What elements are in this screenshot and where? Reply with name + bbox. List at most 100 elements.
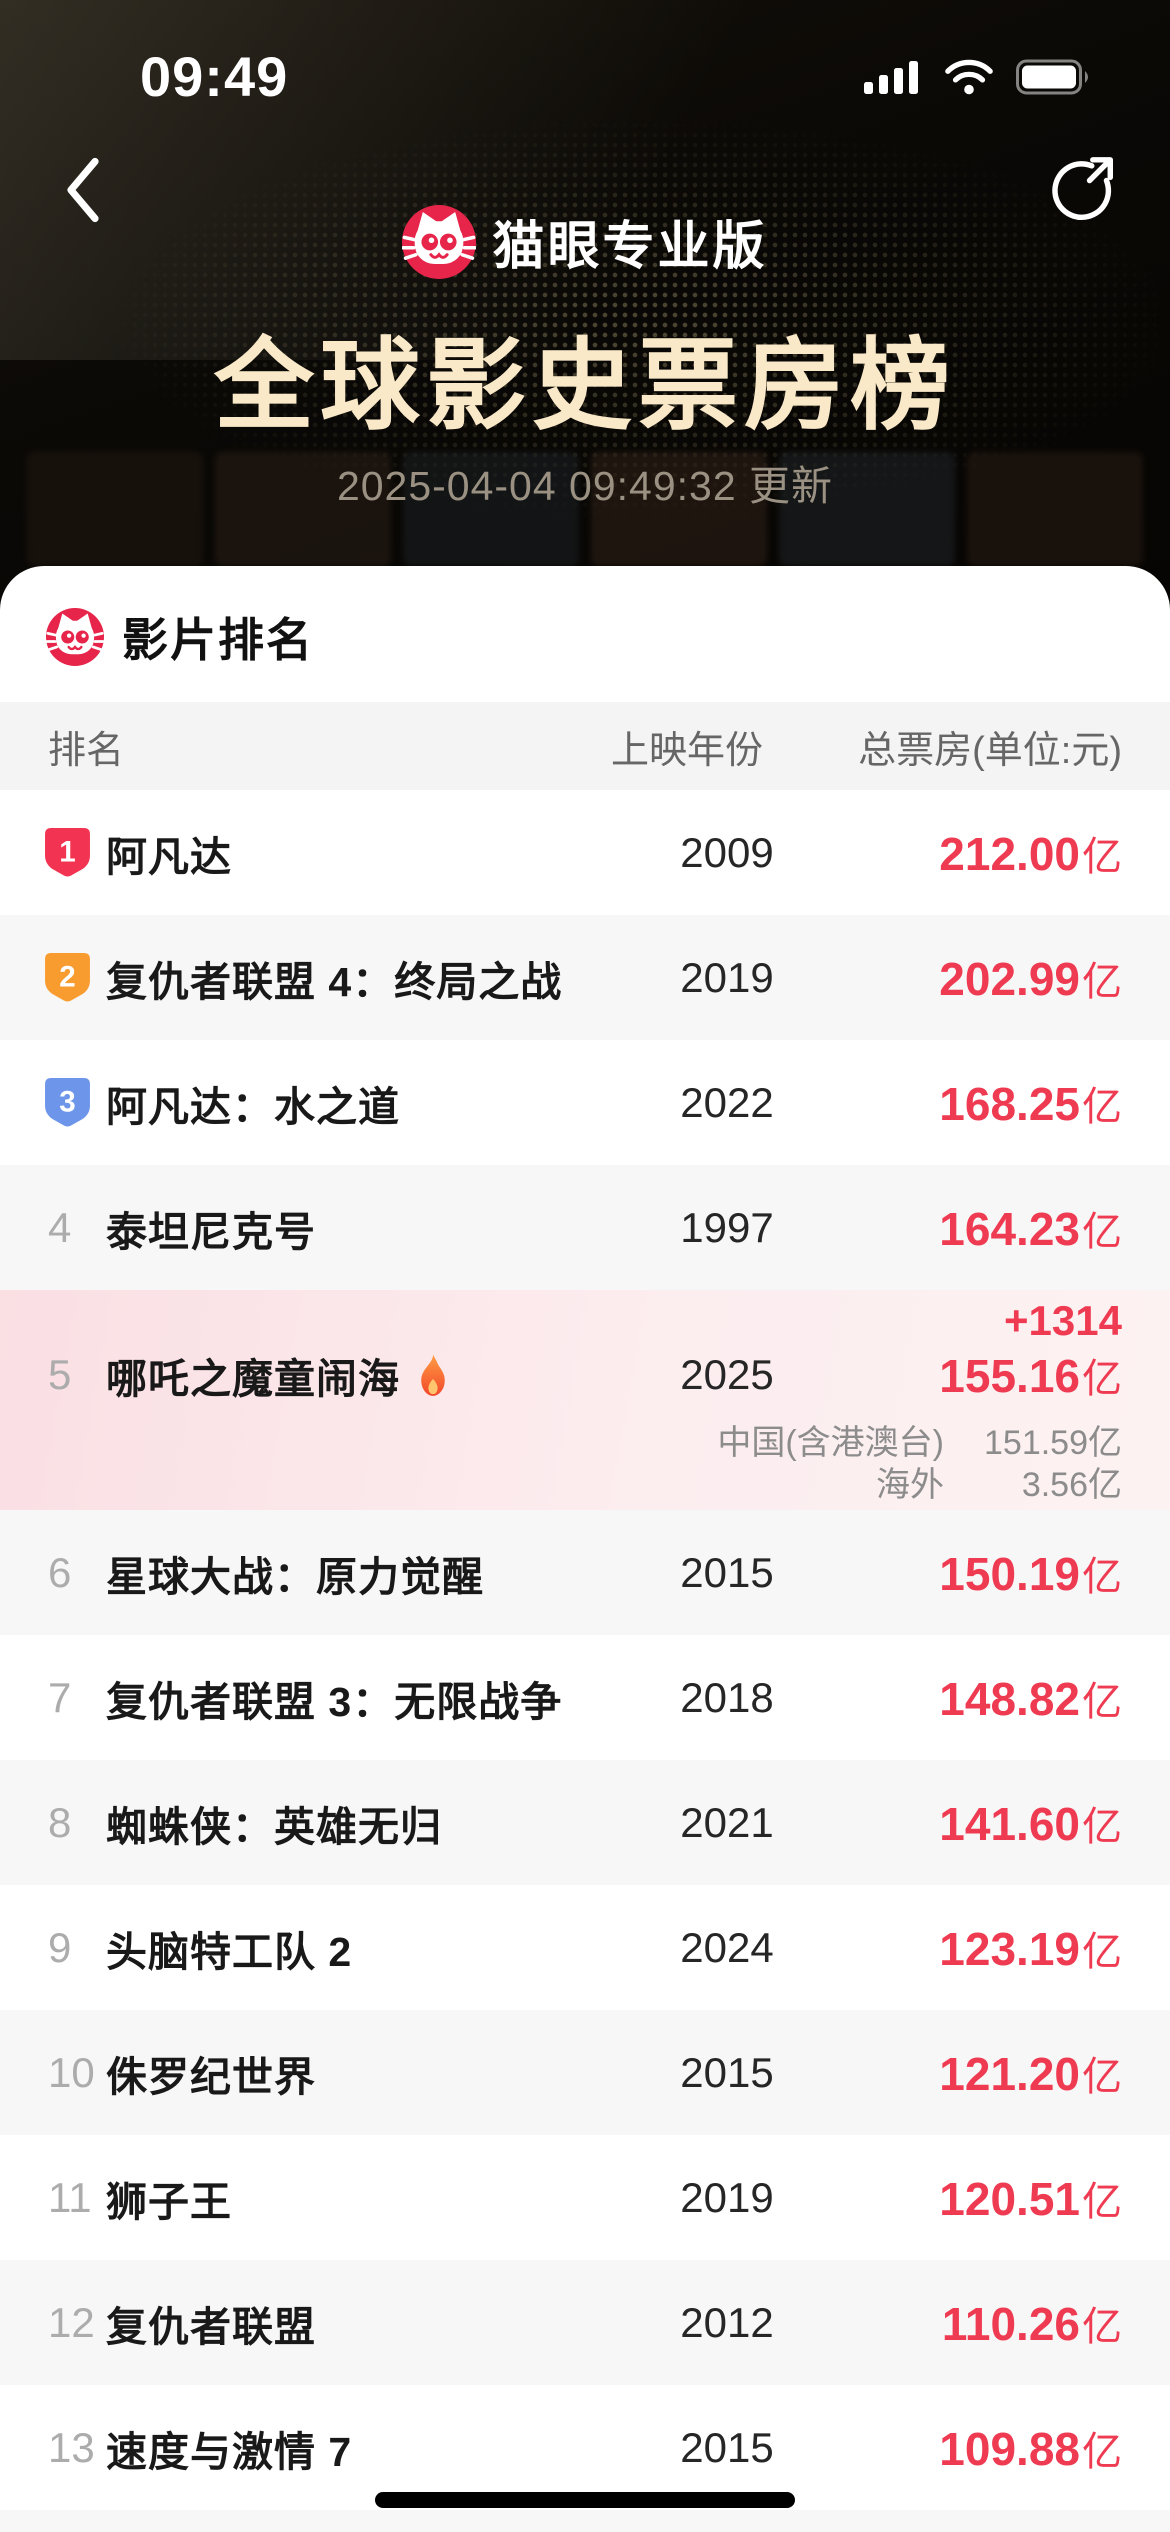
maoyan-cat-icon bbox=[46, 608, 104, 666]
row-main-line: 11 狮子王 2019 120.51亿 bbox=[48, 2167, 1122, 2229]
movie-title: 阿凡达 bbox=[106, 833, 232, 880]
back-button[interactable] bbox=[62, 156, 104, 224]
battery-full-icon bbox=[1016, 59, 1088, 95]
release-year: 2015 bbox=[680, 1548, 774, 1596]
home-indicator[interactable] bbox=[375, 2492, 795, 2508]
rank-cell: 12 bbox=[48, 2299, 106, 2347]
table-row[interactable]: 4 泰坦尼克号 1997 164.23亿 bbox=[0, 1165, 1170, 1290]
table-row[interactable]: 8 蜘蛛侠：英雄无归 2021 141.60亿 bbox=[0, 1760, 1170, 1885]
table-row[interactable]: 9 头脑特工队 2 2024 123.19亿 bbox=[0, 1885, 1170, 2010]
gross-unit: 亿 bbox=[1082, 834, 1122, 879]
table-row[interactable]: 3 阿凡达：水之道 2022 168.25亿 bbox=[0, 1040, 1170, 1165]
gross-cell: 110.26亿 bbox=[822, 2294, 1122, 2352]
rank-number: 7 bbox=[48, 1673, 72, 1721]
release-year: 2015 bbox=[680, 2048, 774, 2096]
rank-cell: 5 bbox=[48, 1351, 106, 1399]
gross-unit: 亿 bbox=[1082, 2054, 1122, 2099]
poster-strip bbox=[0, 452, 1170, 566]
gross-cell: 212.00亿 bbox=[822, 824, 1122, 882]
row-main-line: 5 哪吒之魔童闹海 2025 155.16亿 bbox=[48, 1344, 1122, 1406]
row-main-line: 10 侏罗纪世界 2015 121.20亿 bbox=[48, 2042, 1122, 2104]
app-name: 猫眼专业版 bbox=[492, 218, 768, 276]
title-cell: 狮子王 bbox=[106, 2168, 632, 2228]
header-rank: 排名 bbox=[48, 729, 125, 772]
gross-breakdown: 中国(含港澳台) 151.59亿 海外 3.56亿 bbox=[48, 1418, 1122, 1504]
row-main-line: 6 星球大战：原力觉醒 2015 150.19亿 bbox=[48, 1542, 1122, 1604]
rank-cell: 9 bbox=[48, 1924, 106, 1972]
gross-cell: 120.51亿 bbox=[822, 2169, 1122, 2227]
row-main-line: 7 复仇者联盟 3：无限战争 2018 148.82亿 bbox=[48, 1667, 1122, 1729]
gross-delta: +1314 bbox=[1004, 1297, 1122, 1344]
breakdown-line: 中国(含港澳台) 151.59亿 bbox=[717, 1423, 1122, 1462]
rank-number: 6 bbox=[48, 1548, 72, 1596]
release-year: 2009 bbox=[680, 828, 774, 876]
header-year: 上映年份 bbox=[610, 729, 763, 772]
title-cell: 复仇者联盟 bbox=[106, 2293, 632, 2353]
updated-timestamp: 2025-04-04 09:49:32 更新 bbox=[336, 463, 834, 509]
table-row[interactable]: 10 侏罗纪世界 2015 121.20亿 bbox=[0, 2010, 1170, 2135]
release-year: 2012 bbox=[680, 2298, 774, 2346]
gross-unit: 亿 bbox=[1082, 1209, 1122, 1254]
row-main-line: 8 蜘蛛侠：英雄无归 2021 141.60亿 bbox=[48, 1792, 1122, 1854]
rank-cell: 3 bbox=[45, 1078, 106, 1127]
table-row[interactable]: 12 复仇者联盟 2012 110.26亿 bbox=[0, 2260, 1170, 2385]
release-year: 2021 bbox=[680, 1798, 774, 1846]
rank-number: 12 bbox=[48, 2298, 95, 2346]
gross-value: 121.20 bbox=[939, 2047, 1080, 2100]
row-main-line: 13 速度与激情 7 2015 109.88亿 bbox=[48, 2417, 1122, 2479]
movie-title: 星球大战：原力觉醒 bbox=[106, 1553, 484, 1600]
hero-banner: 09:49 猫眼专业版 全球影史票房榜 2025-04-04 09 bbox=[0, 0, 1170, 600]
rank-badge-icon: 1 bbox=[45, 828, 90, 877]
gross-unit: 亿 bbox=[1082, 1554, 1122, 1599]
title-cell: 复仇者联盟 3：无限战争 bbox=[106, 1668, 632, 1728]
gross-cell: 123.19亿 bbox=[822, 1919, 1122, 1977]
table-row[interactable]: 13 速度与激情 7 2015 109.88亿 bbox=[0, 2385, 1170, 2510]
title-cell: 哪吒之魔童闹海 bbox=[106, 1345, 632, 1405]
gross-cell: 121.20亿 bbox=[822, 2044, 1122, 2102]
gross-cell: 155.16亿 bbox=[822, 1346, 1122, 1404]
share-button[interactable] bbox=[1048, 150, 1118, 222]
title-cell: 侏罗纪世界 bbox=[106, 2043, 632, 2103]
gross-unit: 亿 bbox=[1082, 2429, 1122, 2474]
poster-thumb bbox=[403, 452, 579, 566]
rank-cell: 2 bbox=[45, 953, 106, 1002]
maoyan-cat-icon bbox=[402, 204, 477, 279]
section-title: 影片排名 bbox=[122, 614, 314, 666]
header-gross: 总票房(单位:元) bbox=[858, 729, 1122, 772]
table-body: 1 阿凡达 2009 212.00亿 2 bbox=[0, 790, 1170, 2510]
rank-cell: 4 bbox=[48, 1204, 106, 1252]
table-row[interactable]: 2 复仇者联盟 4：终局之战 2019 202.99亿 bbox=[0, 915, 1170, 1040]
gross-unit: 亿 bbox=[1082, 2179, 1122, 2224]
rank-cell: 10 bbox=[48, 2049, 106, 2097]
rank-cell: 13 bbox=[48, 2424, 106, 2472]
table-row[interactable]: 11 狮子王 2019 120.51亿 bbox=[0, 2135, 1170, 2260]
app-brand: 猫眼专业版 bbox=[0, 204, 1170, 279]
movie-title: 泰坦尼克号 bbox=[106, 1208, 316, 1255]
poster-thumb bbox=[591, 452, 767, 566]
poster-thumb bbox=[27, 452, 203, 566]
gross-unit: 亿 bbox=[1082, 2304, 1122, 2349]
movie-title: 速度与激情 7 bbox=[106, 2428, 353, 2475]
svg-text:1: 1 bbox=[59, 836, 75, 869]
release-year: 2018 bbox=[680, 1673, 774, 1721]
table-row[interactable]: 6 星球大战：原力觉醒 2015 150.19亿 bbox=[0, 1510, 1170, 1635]
row-main-line: 4 泰坦尼克号 1997 164.23亿 bbox=[48, 1197, 1122, 1259]
table-row[interactable]: +1314 5 哪吒之魔童闹海 20 bbox=[0, 1290, 1170, 1510]
title-cell: 蜘蛛侠：英雄无归 bbox=[106, 1793, 632, 1853]
signal-bars-icon bbox=[864, 61, 918, 94]
table-row[interactable]: 7 复仇者联盟 3：无限战争 2018 148.82亿 bbox=[0, 1635, 1170, 1760]
table-row[interactable]: 1 阿凡达 2009 212.00亿 bbox=[0, 790, 1170, 915]
gross-value: 109.88 bbox=[939, 2422, 1080, 2475]
page-title: 全球影史票房榜 bbox=[214, 330, 956, 442]
rank-number: 9 bbox=[48, 1923, 72, 1971]
row-main-line: 2 复仇者联盟 4：终局之战 2019 202.99亿 bbox=[45, 947, 1122, 1009]
svg-text:2: 2 bbox=[59, 961, 75, 994]
poster-thumb bbox=[215, 452, 391, 566]
title-cell: 阿凡达 bbox=[106, 823, 632, 883]
gross-cell: 148.82亿 bbox=[822, 1669, 1122, 1727]
poster-thumb bbox=[779, 452, 955, 566]
release-year: 2019 bbox=[680, 2173, 774, 2221]
rank-cell: 1 bbox=[45, 828, 106, 877]
gross-cell: 168.25亿 bbox=[822, 1074, 1122, 1132]
title-cell: 星球大战：原力觉醒 bbox=[106, 1543, 632, 1603]
